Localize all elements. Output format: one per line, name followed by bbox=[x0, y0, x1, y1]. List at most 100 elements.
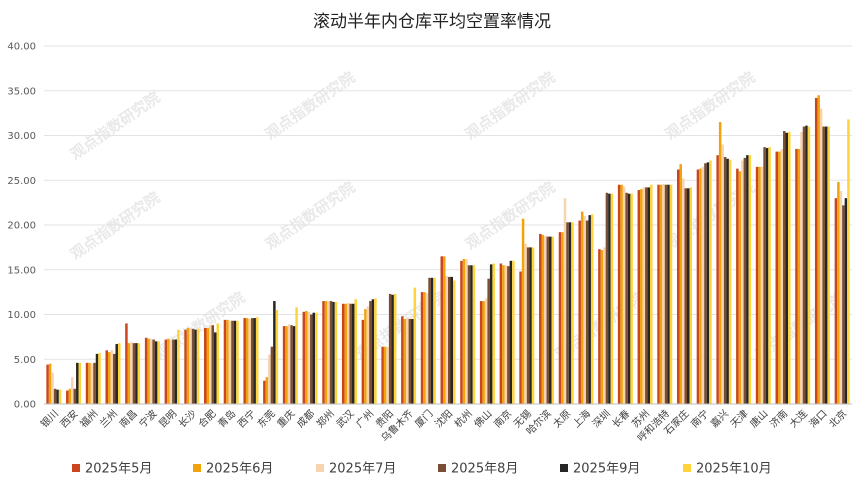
bar bbox=[364, 309, 367, 404]
x-tick-label: 厦门 bbox=[412, 407, 435, 430]
bar bbox=[684, 188, 687, 404]
x-tick-label: 宁波 bbox=[136, 407, 159, 430]
bar bbox=[824, 126, 828, 405]
legend-label: 2025年5月 bbox=[85, 462, 152, 477]
bar bbox=[130, 342, 133, 404]
bar bbox=[758, 166, 761, 404]
bar bbox=[805, 125, 808, 405]
bar bbox=[327, 301, 330, 404]
x-tick-label: 大连 bbox=[787, 407, 810, 430]
bar bbox=[568, 222, 572, 404]
bar bbox=[492, 263, 495, 404]
bars bbox=[46, 95, 850, 405]
bar bbox=[184, 329, 187, 404]
bar bbox=[657, 184, 660, 404]
bar bbox=[467, 265, 471, 404]
bar bbox=[450, 276, 453, 404]
bar bbox=[664, 184, 668, 404]
bar bbox=[768, 147, 771, 404]
bar bbox=[88, 362, 91, 404]
bar bbox=[669, 184, 673, 404]
x-tick-label: 昆明 bbox=[157, 408, 180, 431]
bar bbox=[110, 350, 113, 404]
bar bbox=[78, 362, 82, 404]
bar bbox=[285, 326, 288, 404]
bar bbox=[216, 323, 220, 404]
bar bbox=[549, 236, 552, 404]
bar bbox=[248, 318, 251, 404]
bar bbox=[233, 320, 237, 404]
bar bbox=[499, 263, 503, 404]
bar bbox=[194, 329, 197, 404]
bar bbox=[423, 292, 426, 405]
bar bbox=[588, 215, 591, 404]
bar bbox=[255, 317, 259, 404]
bar bbox=[305, 310, 308, 404]
bar bbox=[117, 343, 121, 404]
x-tick-label: 南宁 bbox=[688, 407, 711, 430]
x-axis-ticks: 银川西安福州兰州南昌宁波昆明长沙合肥青岛西宁东莞重庆成都郑州武汉广州贵阳乌鲁木齐… bbox=[38, 407, 850, 444]
legend-label: 2025年10月 bbox=[696, 462, 772, 477]
bar bbox=[334, 301, 338, 404]
bar bbox=[610, 193, 614, 404]
bar bbox=[443, 256, 446, 404]
bar bbox=[66, 390, 69, 404]
y-tick-label: 40.00 bbox=[7, 42, 36, 53]
bar bbox=[642, 187, 646, 404]
bar bbox=[834, 198, 838, 404]
bar bbox=[681, 178, 685, 404]
x-tick-label: 北京 bbox=[826, 407, 849, 430]
x-tick-label: 东莞 bbox=[254, 407, 277, 430]
bar bbox=[718, 122, 722, 404]
bar bbox=[625, 192, 628, 404]
bar bbox=[667, 184, 670, 404]
y-tick-label: 0.00 bbox=[14, 400, 36, 411]
bar bbox=[600, 250, 604, 404]
bar bbox=[797, 148, 801, 404]
x-tick-label: 太原 bbox=[550, 407, 573, 430]
x-tick-label: 成都 bbox=[295, 408, 318, 431]
bar bbox=[620, 184, 623, 404]
bar bbox=[765, 148, 769, 404]
bar bbox=[53, 388, 57, 404]
bar bbox=[46, 364, 49, 404]
bar bbox=[563, 198, 567, 404]
bar bbox=[590, 214, 594, 404]
bar bbox=[709, 160, 712, 404]
x-tick-label: 唐山 bbox=[747, 407, 770, 430]
bar bbox=[189, 327, 192, 404]
bar bbox=[381, 346, 384, 404]
x-tick-label: 佛山 bbox=[471, 407, 494, 430]
bar bbox=[460, 260, 463, 404]
bar bbox=[137, 343, 141, 404]
legend: 2025年5月 2025年6月 2025年7月 2025年8月 2025年9月 2025年… bbox=[72, 462, 772, 477]
bar bbox=[519, 271, 522, 404]
bar bbox=[726, 158, 729, 404]
bar bbox=[659, 184, 663, 404]
y-tick-label: 30.00 bbox=[7, 131, 36, 142]
legend-swatch bbox=[683, 464, 691, 472]
bar bbox=[551, 236, 555, 404]
bar bbox=[521, 218, 525, 404]
x-tick-label: 济南 bbox=[767, 407, 790, 430]
bar bbox=[275, 310, 279, 404]
bar bbox=[157, 341, 160, 404]
bar bbox=[315, 312, 318, 404]
legend-label: 2025年9月 bbox=[573, 462, 640, 477]
bar bbox=[842, 205, 845, 404]
x-tick-label: 海口 bbox=[806, 407, 829, 430]
x-tick-label: 长沙 bbox=[176, 408, 199, 431]
bar bbox=[819, 108, 823, 405]
bar bbox=[73, 388, 77, 404]
bar bbox=[273, 301, 276, 404]
y-tick-label: 15.00 bbox=[7, 265, 36, 276]
legend-swatch bbox=[316, 464, 324, 472]
bar bbox=[149, 338, 153, 404]
bar bbox=[147, 338, 150, 404]
x-tick-label: 深圳 bbox=[590, 408, 613, 431]
x-tick-label: 青岛 bbox=[215, 407, 238, 430]
bar bbox=[558, 232, 562, 404]
bar bbox=[228, 320, 232, 404]
bar bbox=[662, 183, 665, 404]
